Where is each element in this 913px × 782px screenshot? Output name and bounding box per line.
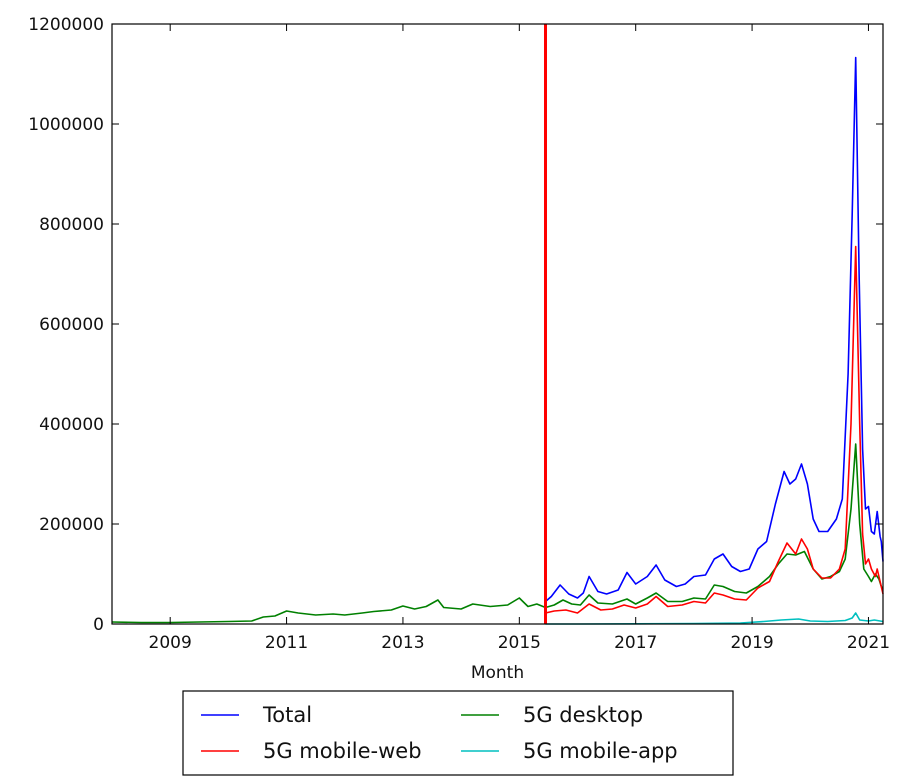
legend: Total 5G desktop 5G mobile-web 5G mobile-ap… (182, 690, 734, 776)
x-axis: 2009 2011 2013 2015 2017 2019 2021 (149, 24, 890, 653)
legend-label: 5G mobile-web (263, 739, 422, 763)
series-line-total (544, 56, 884, 603)
series-line-5g-mobile-app (545, 612, 884, 625)
y-tick-label: 1200000 (28, 15, 104, 35)
y-axis: 0 200000 400000 600000 800000 1000000 1200000 (28, 15, 883, 635)
x-tick-label: 2015 (498, 633, 541, 653)
legend-label: Total (262, 703, 312, 727)
y-tick-label: 400000 (39, 415, 104, 435)
plot-series (111, 56, 884, 625)
y-tick-label: 0 (93, 615, 104, 635)
x-tick-label: 2021 (847, 633, 890, 653)
y-tick-label: 200000 (39, 515, 104, 535)
x-tick-label: 2013 (381, 633, 424, 653)
legend-label: 5G mobile-app (523, 739, 678, 763)
legend-box (182, 690, 734, 776)
x-axis-title: Month (471, 663, 524, 683)
x-tick-label: 2017 (614, 633, 657, 653)
y-tick-label: 1000000 (28, 115, 104, 135)
x-tick-label: 2019 (730, 633, 773, 653)
series-line-5g-mobile-web (545, 245, 884, 614)
x-tick-label: 2009 (149, 633, 192, 653)
legend-label: 5G desktop (523, 703, 643, 727)
y-tick-label: 600000 (39, 315, 104, 335)
series-line-5g-desktop (111, 443, 884, 624)
y-tick-label: 800000 (39, 215, 104, 235)
x-tick-label: 2011 (265, 633, 308, 653)
plot-frame (111, 23, 884, 625)
